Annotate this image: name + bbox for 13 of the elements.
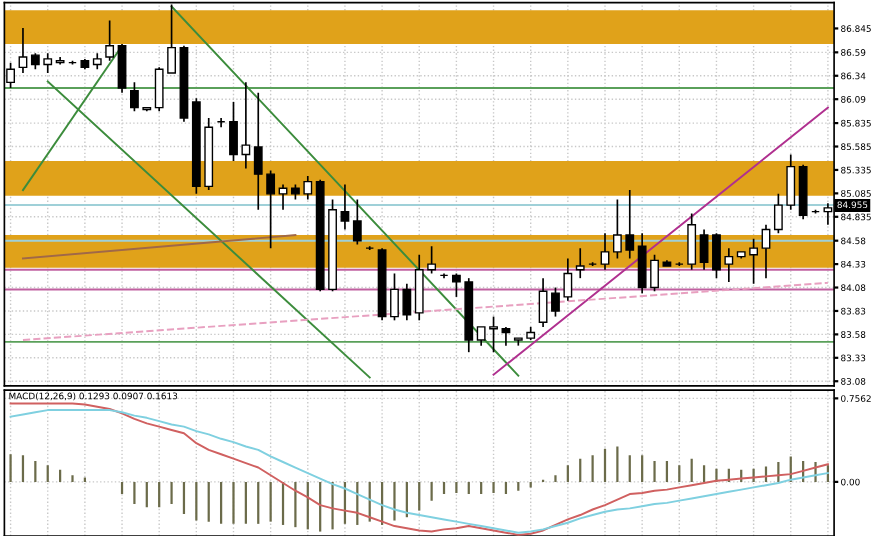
candlestick <box>575 247 585 279</box>
candlestick <box>600 232 610 271</box>
candlestick <box>687 212 697 271</box>
candlestick <box>340 183 350 231</box>
candlestick <box>538 277 548 328</box>
candlestick <box>699 228 709 271</box>
candlestick <box>352 198 362 246</box>
candlestick <box>105 19 115 62</box>
candlestick <box>18 27 28 74</box>
candlestick <box>117 43 127 94</box>
candlestick <box>501 326 511 347</box>
candlestick <box>761 223 771 279</box>
candlestick <box>278 183 288 211</box>
